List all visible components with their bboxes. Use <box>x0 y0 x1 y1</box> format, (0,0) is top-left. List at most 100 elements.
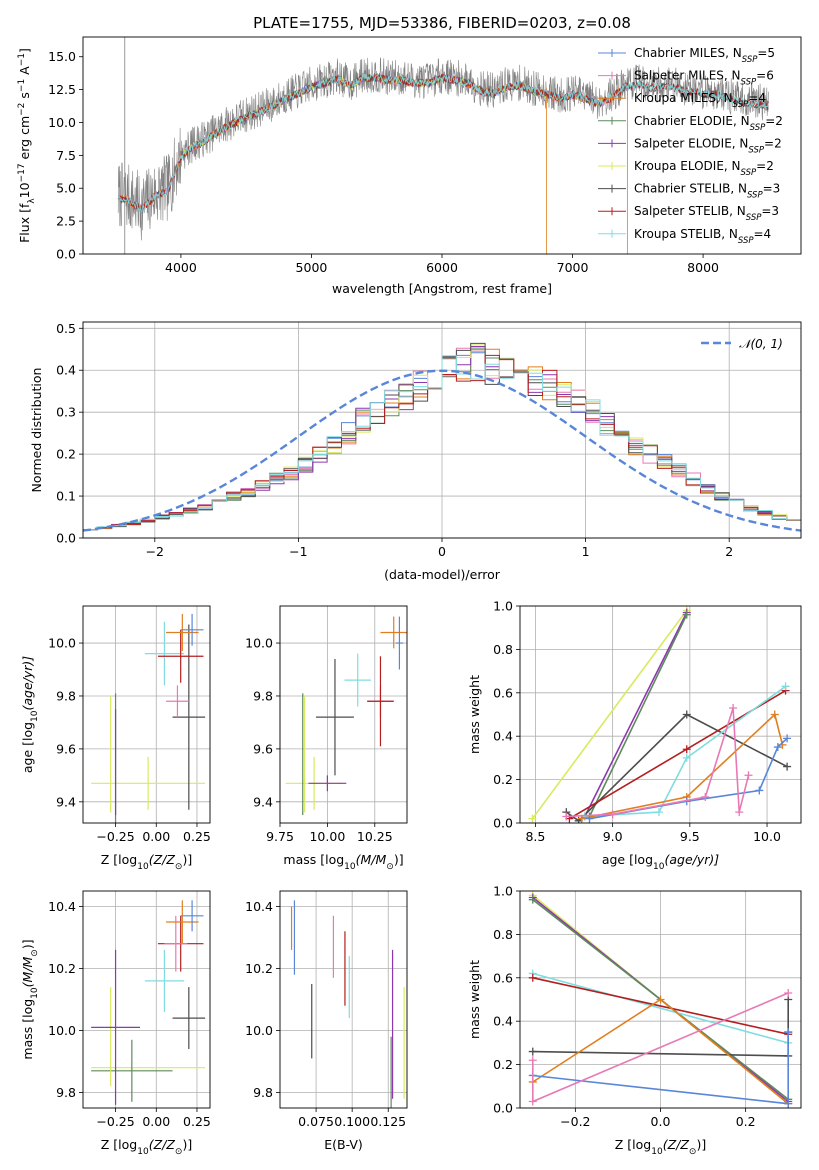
y-tick-label: 9.8 <box>253 688 273 703</box>
weight-vs-age-axes: 8.5 9.0 9.5 10.0 0.0 0.2 0.4 0.6 0.8 1.0 <box>493 599 801 844</box>
legend-label-post: =4 <box>748 91 766 105</box>
weight-vs-age-x-label: age [log10(age/yr)] <box>602 852 719 872</box>
spectrum-y-label-part: −2 <box>17 103 27 116</box>
x-tick-label: 9.5 <box>680 829 700 844</box>
mass-vs-Z-x-label-part: )] <box>182 1137 192 1152</box>
weight-marker-kroupa-miles <box>656 995 665 1004</box>
weight-marker-salpeter-miles <box>735 808 744 817</box>
y-tick-label: 1.0 <box>493 599 513 614</box>
weight-marker-kroupa-miles <box>770 710 779 719</box>
y-tick-label: 0.3 <box>56 405 76 420</box>
legend-label-salpeter-elodie: Salpeter ELODIE, NSSP=2 <box>634 136 782 155</box>
mass-vs-ebv-frame <box>279 890 408 1109</box>
y-tick-label: 0.0 <box>56 247 76 262</box>
weight-vs-age-x-label-part: 10 <box>653 862 665 872</box>
weight-marker-chabrier-elodie <box>528 895 537 904</box>
errorbar-chabrier-stelib <box>316 658 354 776</box>
age-vs-Z-x-label-part: )] <box>182 852 192 867</box>
y-tick-label: 10.4 <box>48 899 76 914</box>
weight-marker-chabrier-stelib <box>528 1047 537 1056</box>
y-tick-label: 1.0 <box>493 884 513 899</box>
y-tick-label: 0.2 <box>56 447 76 462</box>
mass-vs-Z-x-label-part: 10 <box>137 1147 149 1157</box>
weight-marker-salpeter-miles <box>608 810 617 819</box>
errorbar-salpeter-elodie <box>308 775 347 792</box>
x-tick-label: 8000 <box>687 260 719 275</box>
mass-vs-Z-y-label-part: ⊙ <box>30 949 40 957</box>
spectrum-y-label-part: 10 <box>17 182 32 198</box>
legend-label-main: Salpeter STELIB, N <box>634 204 746 218</box>
mass-vs-ebv-plot <box>290 900 405 1108</box>
legend-label-main: Kroupa ELODIE, N <box>634 159 741 173</box>
y-tick-label: 0.0 <box>493 816 513 831</box>
weight-line-salpeter-miles <box>566 707 750 818</box>
mass-vs-Z-y-label-part: 10 <box>30 987 40 999</box>
y-tick-label: 9.8 <box>56 1085 76 1100</box>
y-tick-label: 0.2 <box>493 772 513 787</box>
weight-vs-Z-x-label-part: )] <box>696 1137 706 1152</box>
weight-line-chabrier-elodie <box>588 614 688 817</box>
gaussian-curve <box>83 369 801 532</box>
errorbar-kroupa-miles <box>166 613 199 651</box>
weight-marker-salpeter-miles <box>701 792 710 801</box>
y-tick-label: 15.0 <box>48 49 76 64</box>
weight-marker-chabrier-miles <box>784 1099 793 1108</box>
mass-vs-Z-y-label-part: (M/M <box>20 957 35 988</box>
x-tick-label: 2 <box>725 544 733 559</box>
x-tick-label: 0.00 <box>142 829 170 844</box>
weight-vs-Z-x-label: Z [log10(Z/Z⊙)] <box>615 1137 706 1157</box>
y-tick-label: 9.4 <box>56 794 76 809</box>
spectrum-y-label-part: erg cm <box>17 116 32 164</box>
weight-vs-age-plot <box>528 606 792 823</box>
x-tick-label: 7000 <box>557 260 589 275</box>
legend-label-post: =2 <box>756 159 774 173</box>
x-tick-label: 10.0 <box>753 829 781 844</box>
age-vs-mass-x-label-part: mass [log <box>283 852 344 867</box>
legend-label-chabrier-stelib: Chabrier STELIB, NSSP=3 <box>634 182 780 201</box>
x-tick-label: −0.25 <box>96 829 134 844</box>
y-tick-label: 0.2 <box>493 1057 513 1072</box>
weight-vs-Z-x-label-part: Z [log <box>615 1137 651 1152</box>
legend-label-post: =3 <box>763 182 781 196</box>
hist-step-kroupa-stelib <box>83 355 801 538</box>
x-tick-label: 10.00 <box>309 829 345 844</box>
x-tick-label: 8.5 <box>525 829 545 844</box>
errorbar-chabrier-miles <box>395 616 404 670</box>
x-tick-label: 4000 <box>165 260 197 275</box>
weight-vs-age-x-label-part: age [log <box>602 852 653 867</box>
errorbar-kroupa-stelib <box>144 949 184 1012</box>
legend-label-main: Chabrier ELODIE, N <box>634 114 750 128</box>
y-tick-label: 9.4 <box>253 794 273 809</box>
y-tick-label: 0.4 <box>56 363 76 378</box>
age-vs-mass-x-label-part: 10 <box>344 862 356 872</box>
weight-marker-salpeter-stelib <box>528 973 537 982</box>
mass-vs-Z-x-label-part: ⊙ <box>175 1147 183 1157</box>
x-tick-label: 0.125 <box>370 1114 406 1129</box>
age-vs-mass-plot <box>285 616 407 816</box>
y-tick-label: 0.8 <box>493 927 513 942</box>
y-tick-label: 10.2 <box>48 961 76 976</box>
x-tick-label: 6000 <box>426 260 458 275</box>
weight-marker-chabrier-miles <box>773 743 782 752</box>
weight-vs-age-frame <box>519 605 802 824</box>
residual-hist-axes: −2 −1 0 1 2 0.0 0.1 0.2 0.3 0.4 0.5 <box>56 321 801 559</box>
weight-line-chabrier-stelib <box>565 713 788 822</box>
legend-label-post: =5 <box>757 46 775 60</box>
errorbar-salpeter-miles <box>164 915 188 972</box>
weight-line-kroupa-stelib <box>532 972 789 1044</box>
legend-label-main: Salpeter MILES, N <box>634 69 741 83</box>
weight-marker-chabrier-miles <box>783 734 792 743</box>
x-tick-label: 0.2 <box>736 1114 756 1129</box>
age-vs-mass-x-label-part: ⊙ <box>386 862 394 872</box>
age-vs-mass-x-label: mass [log10(M/M⊙)] <box>283 852 403 872</box>
x-tick-label: −0.25 <box>96 1114 134 1129</box>
legend-label-sub: SSP <box>741 168 757 178</box>
y-tick-label: 0.0 <box>56 531 76 546</box>
legend-label-main: Chabrier MILES, N <box>634 46 742 60</box>
mass-vs-Z-x-label: Z [log10(Z/Z⊙)] <box>101 1137 192 1157</box>
x-tick-label: 0.075 <box>298 1114 334 1129</box>
weight-marker-chabrier-miles <box>784 1028 793 1037</box>
legend-label-chabrier-miles: Chabrier MILES, NSSP=5 <box>634 46 775 65</box>
